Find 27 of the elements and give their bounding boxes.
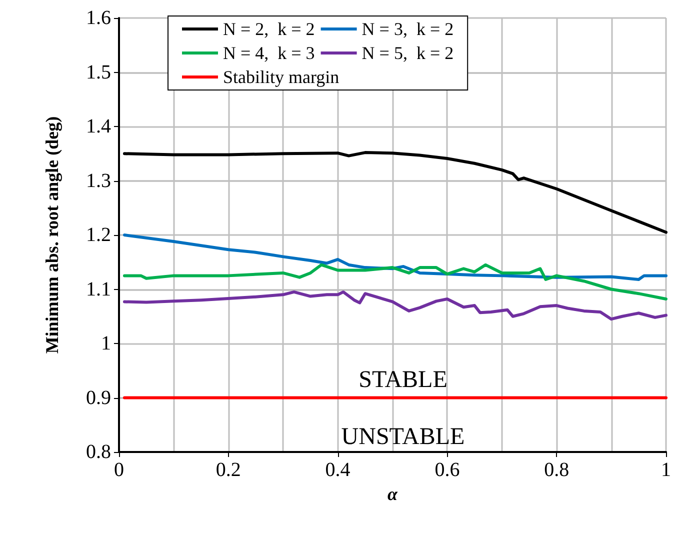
y-tick-label: 1.6 [86, 7, 111, 29]
legend-label: N = 3, k = 2 [362, 19, 454, 39]
legend-label: Stability margin [223, 67, 340, 87]
annotation: UNSTABLE [341, 424, 465, 450]
x-tick-label: 0.2 [216, 459, 241, 481]
legend-label: N = 4, k = 3 [223, 43, 315, 63]
legend-label: N = 2, k = 2 [223, 19, 315, 39]
y-tick-label: 1.5 [86, 61, 111, 84]
y-tick-label: 1.1 [86, 278, 111, 300]
x-tick-label: 0 [114, 459, 124, 481]
x-tick-label: 0.4 [325, 459, 350, 481]
y-tick-label: 1.4 [86, 116, 111, 138]
y-tick-label: 0.9 [86, 386, 111, 409]
line-series [122, 151, 668, 234]
y-tick-label: 0.8 [86, 441, 111, 463]
x-axis-title: α [388, 484, 399, 504]
x-tick-label: 0.8 [544, 459, 570, 481]
y-axis-title: Minimum abs. root angle (deg) [42, 116, 62, 354]
x-tick-label: 0.6 [434, 459, 460, 481]
y-tick-label: 1.3 [86, 170, 111, 192]
y-tick-label: 1 [101, 332, 111, 354]
line-series [122, 263, 668, 301]
y-tick-label: 1.2 [86, 224, 111, 246]
x-tick-label: 1 [661, 459, 671, 481]
legend-label: N = 5, k = 2 [362, 43, 454, 63]
line-series [122, 290, 668, 321]
annotation: STABLE [358, 367, 448, 393]
